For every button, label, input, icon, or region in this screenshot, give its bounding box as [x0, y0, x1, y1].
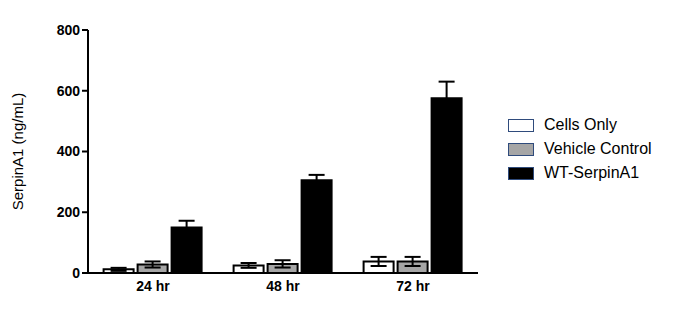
svg-text:800: 800 — [57, 22, 81, 38]
svg-text:0: 0 — [72, 265, 80, 281]
svg-text:24 hr: 24 hr — [136, 278, 170, 294]
svg-text:48 hr: 48 hr — [266, 278, 300, 294]
svg-text:600: 600 — [57, 83, 81, 99]
svg-text:72 hr: 72 hr — [396, 278, 430, 294]
svg-text:200: 200 — [57, 204, 81, 220]
html-text:Cells Only: Cells Only — [544, 116, 617, 133]
html-text:WT-SerpinA1: WT-SerpinA1 — [544, 164, 640, 181]
html-text:Vehicle Control: Vehicle Control — [544, 140, 652, 157]
svg-text:SerpinA1 (ng/mL): SerpinA1 (ng/mL) — [9, 93, 26, 211]
svg-text:400: 400 — [57, 143, 81, 159]
